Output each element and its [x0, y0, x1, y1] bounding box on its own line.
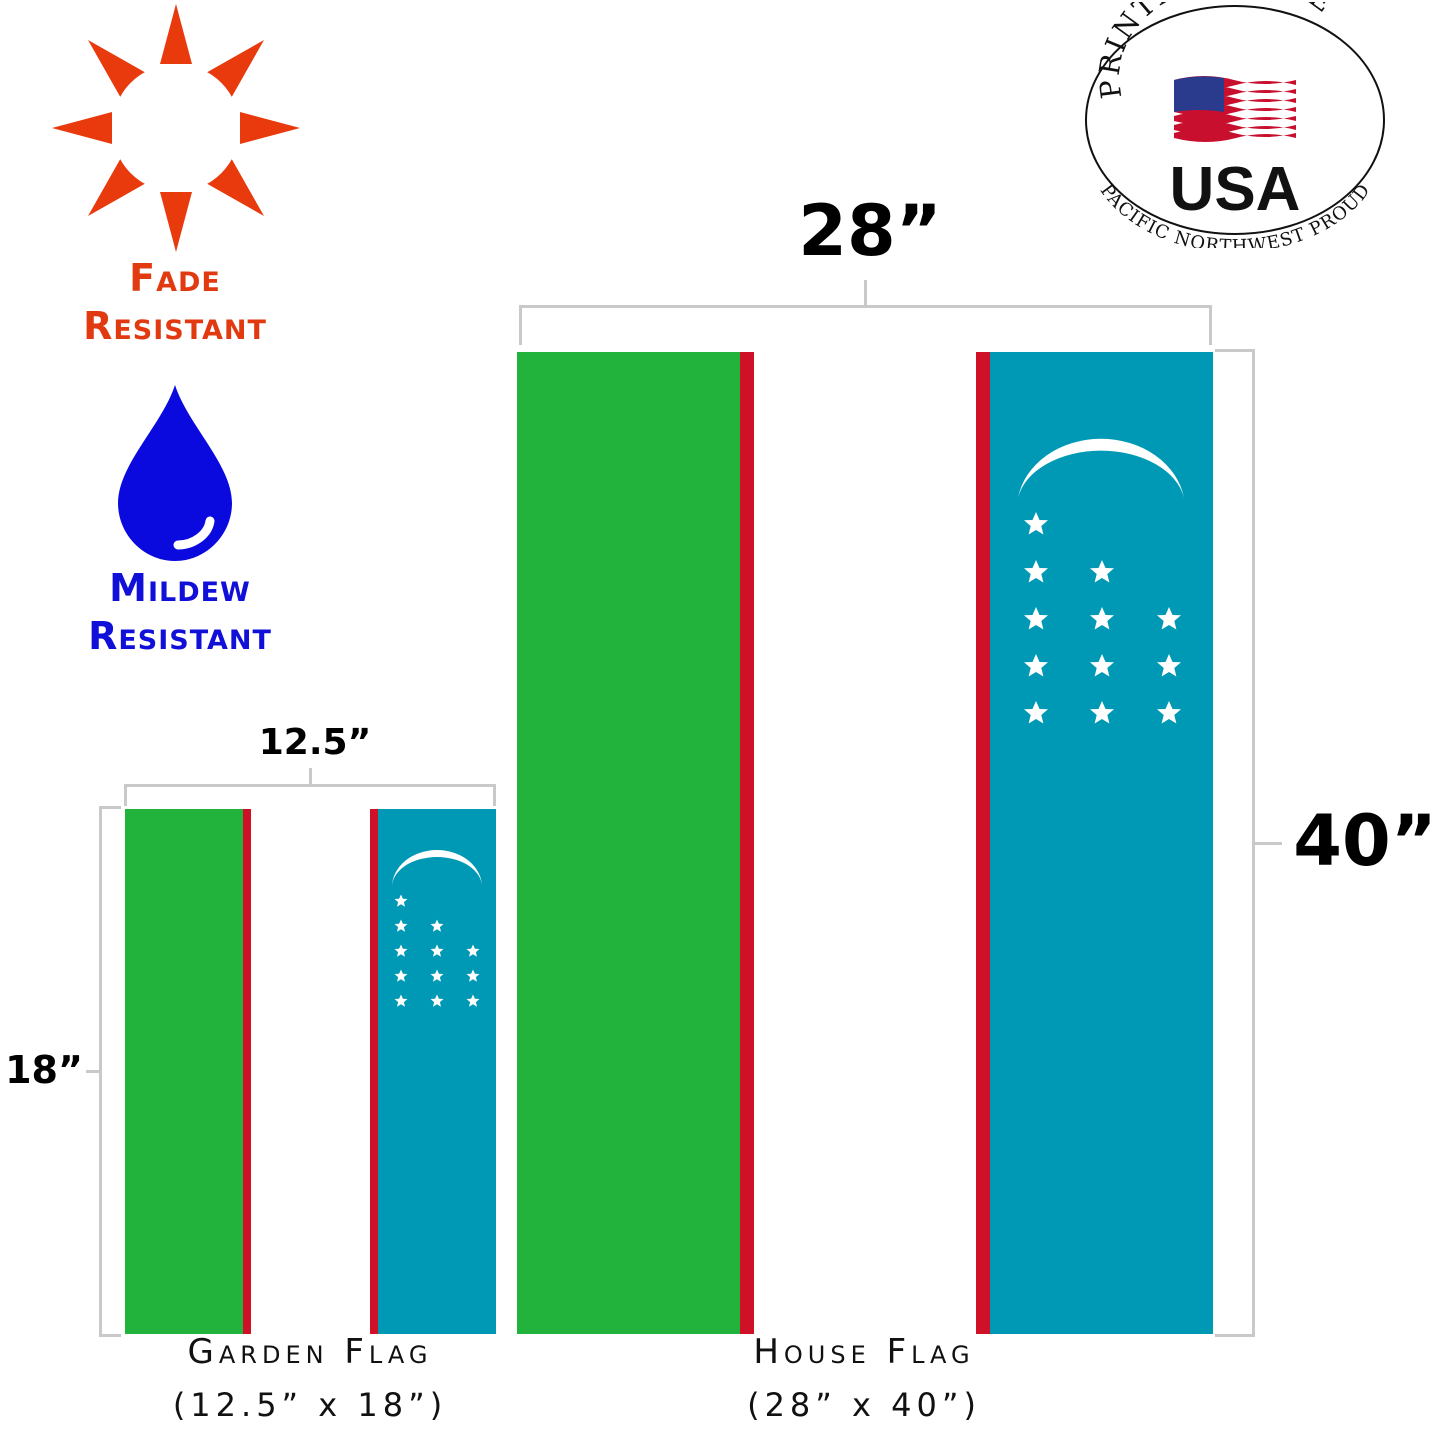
garden-height-bracket-top: [99, 806, 121, 809]
garden-height-bracket: [99, 806, 102, 1337]
fade-resistant-label-line2: Resistant: [83, 304, 267, 348]
garden-width-dimension: 12.5”: [258, 722, 372, 763]
sun-icon: [52, 4, 300, 252]
garden-width-bracket-left: [124, 784, 127, 806]
house-width-bracket-right: [1209, 305, 1212, 345]
garden-height-bracket-tick: [86, 1070, 100, 1073]
mildew-resistant-label-line2: Resistant: [88, 614, 272, 658]
house-height-bracket-top: [1215, 349, 1255, 352]
garden-flag-front-panel: [125, 809, 251, 1334]
mildew-resistant-label-line1: Mildew: [109, 566, 251, 610]
garden-height-dimension: 18”: [5, 1048, 83, 1092]
garden-width-bracket-tick: [309, 768, 312, 785]
fade-resistant-label-line1: Fade: [129, 256, 221, 300]
house-height-dimension: 40”: [1293, 800, 1437, 882]
house-flag-back-panel: [976, 352, 1213, 1334]
water-drop-icon: [118, 385, 232, 561]
house-height-bracket: [1252, 349, 1255, 1337]
garden-crescent-and-stars-emblem: [392, 850, 482, 1007]
house-height-bracket-tick: [1254, 842, 1282, 845]
garden-height-bracket-bottom: [99, 1334, 121, 1337]
garden-flag-caption: Garden Flag: [187, 1332, 433, 1372]
garden-flag-back-panel: [370, 809, 496, 1334]
house-width-bracket-left: [519, 305, 522, 345]
house-flag-front-panel: [517, 352, 754, 1334]
house-width-bracket-tick: [864, 280, 867, 306]
garden-width-bracket: [124, 784, 496, 787]
garden-width-bracket-right: [493, 784, 496, 806]
garden-flag-size-caption: (12.5” x 18”): [172, 1386, 448, 1424]
badge-country: USA: [1170, 155, 1301, 224]
house-flag-size-caption: (28” x 40”): [747, 1386, 981, 1424]
house-width-bracket: [519, 305, 1212, 308]
house-width-dimension: 28”: [798, 190, 942, 272]
house-flag-caption: House Flag: [753, 1332, 975, 1372]
printed-in-usa-badge: PRINTED IN THE USA PACIFIC NORTHWEST PRO…: [1085, 2, 1385, 248]
us-flag-icon: [1174, 76, 1296, 142]
house-height-bracket-bottom: [1215, 1334, 1255, 1337]
crescent-and-stars-emblem: [1018, 438, 1184, 724]
